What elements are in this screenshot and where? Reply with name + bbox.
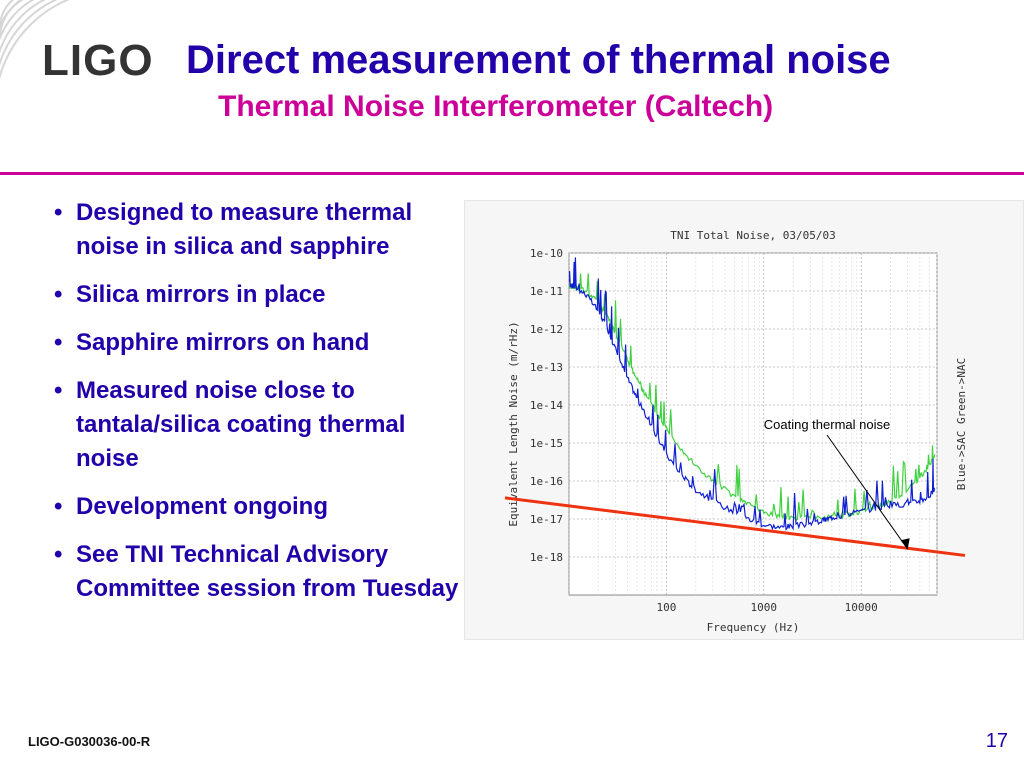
ligo-logo: LIGO <box>42 36 154 85</box>
y-tick-label: 1e-13 <box>530 361 563 374</box>
x-axis-label: Frequency (Hz) <box>707 621 800 634</box>
logo-arcs-graphic <box>0 0 70 80</box>
noise-chart: 1e-10 1e-11 1e-12 1e-13 1e-14 1e-15 1e-16 1e-17… <box>504 229 968 634</box>
y-tick-label: 1e-17 <box>530 513 563 526</box>
y-axis-label: Equivalent Length Noise (m/rHz) <box>507 321 520 526</box>
bullet-dot-icon: • <box>54 493 63 520</box>
title-divider <box>0 172 1024 175</box>
y-tick-label: 1e-16 <box>530 475 563 488</box>
noise-chart-panel: 1e-10 1e-11 1e-12 1e-13 1e-14 1e-15 1e-16 1e-17… <box>464 200 1024 640</box>
x-tick-label: 1000 <box>751 601 778 614</box>
page-number: 17 <box>985 730 1008 752</box>
bullet-text: Silica mirrors in place <box>76 281 326 308</box>
x-tick-label: 10000 <box>845 601 878 614</box>
bullet-dot-icon: • <box>54 199 63 226</box>
chart-title: TNI Total Noise, 03/05/03 <box>670 229 836 242</box>
coating-annotation-text: Coating thermal noise <box>764 417 890 432</box>
y-tick-label: 1e-10 <box>530 247 563 260</box>
bullet-item: • Sapphire mirrors on hand <box>54 326 464 360</box>
right-axis-label: Blue->SAC Green->NAC <box>955 358 968 490</box>
slide-title: Direct measurement of thermal noise <box>186 38 891 82</box>
coating-noise-line <box>504 496 966 557</box>
y-tick-label: 1e-15 <box>530 437 563 450</box>
bullet-dot-icon: • <box>54 329 63 356</box>
bullet-item: • Designed to measure thermal noise in si… <box>54 196 464 264</box>
y-tick-label: 1e-18 <box>530 551 563 564</box>
annotation-arrow-line <box>826 434 909 550</box>
bullet-text: Designed to measure thermal noise in sil… <box>76 199 413 260</box>
x-tick-label: 100 <box>656 601 676 614</box>
bullet-item: • Measured noise close to tantala/silica … <box>54 374 464 476</box>
slide-subtitle: Thermal Noise Interferometer (Caltech) <box>218 90 774 123</box>
bullet-text: Development ongoing <box>76 493 328 520</box>
bullet-dot-icon: • <box>54 377 63 404</box>
annotation-arrow-head-icon <box>900 538 910 550</box>
y-tick-label: 1e-11 <box>530 285 563 298</box>
bullet-item: • See TNI Technical Advisory Committee se… <box>54 538 464 606</box>
y-tick-label: 1e-14 <box>530 399 563 412</box>
bullet-item: • Development ongoing <box>54 490 464 524</box>
document-id: LIGO-G030036-00-R <box>28 734 151 749</box>
bullet-dot-icon: • <box>54 541 63 568</box>
bullet-item: • Silica mirrors in place <box>54 278 464 312</box>
bullet-text: See TNI Technical Advisory Committee ses… <box>76 541 459 602</box>
bullet-text: Sapphire mirrors on hand <box>76 329 370 356</box>
y-tick-label: 1e-12 <box>530 323 563 336</box>
series-line-green-nac <box>569 269 936 522</box>
bullet-dot-icon: • <box>54 281 63 308</box>
plot-area <box>568 252 938 596</box>
bullet-text: Measured noise close to tantala/silica c… <box>76 377 406 472</box>
bullet-list: • Designed to measure thermal noise in si… <box>54 196 464 620</box>
